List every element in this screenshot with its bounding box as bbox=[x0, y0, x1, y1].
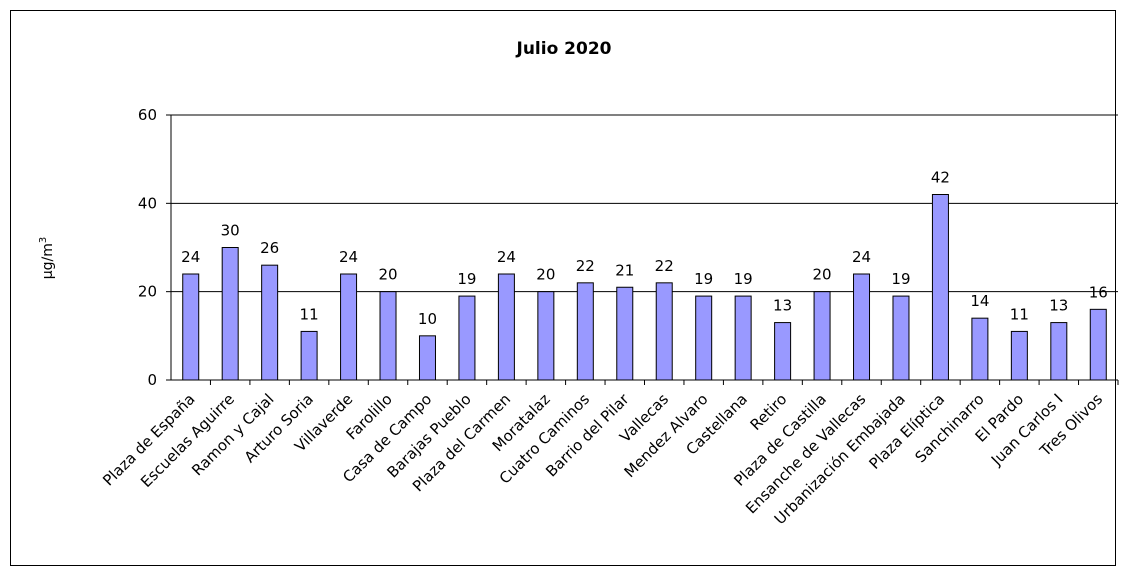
data-label: 22 bbox=[655, 257, 674, 275]
data-label: 20 bbox=[813, 266, 832, 284]
bar bbox=[498, 274, 514, 380]
y-tick-label: 40 bbox=[138, 194, 157, 212]
y-tick-label: 60 bbox=[138, 106, 157, 124]
y-axis-label-superscript: 3 bbox=[38, 237, 49, 243]
y-tick-label: 20 bbox=[138, 283, 157, 301]
data-label: 14 bbox=[970, 292, 989, 310]
data-label: 20 bbox=[536, 266, 555, 284]
bar bbox=[183, 274, 199, 380]
bar bbox=[1090, 309, 1106, 380]
bar bbox=[380, 292, 396, 380]
data-label: 19 bbox=[891, 270, 910, 288]
data-label: 30 bbox=[221, 222, 240, 240]
bar bbox=[854, 274, 870, 380]
bar bbox=[775, 323, 791, 380]
data-labels: 24 26 11 24 20 10 19 24 20 22 21 22 19 19 13 20 24 19 42 14… bbox=[181, 169, 1108, 328]
data-label: 24 bbox=[852, 248, 871, 266]
data-label: 24 bbox=[181, 248, 200, 266]
bar bbox=[459, 296, 475, 380]
data-label: 42 bbox=[931, 169, 950, 187]
data-label: 19 bbox=[457, 270, 476, 288]
data-label: 10 bbox=[418, 310, 437, 328]
bar bbox=[893, 296, 909, 380]
bar bbox=[301, 331, 317, 380]
bars bbox=[183, 195, 1107, 381]
bar bbox=[222, 248, 238, 381]
data-label: 22 bbox=[576, 257, 595, 275]
data-label: 20 bbox=[378, 266, 397, 284]
bar bbox=[814, 292, 830, 380]
data-label: 13 bbox=[1049, 297, 1068, 315]
y-tick-label: 0 bbox=[147, 371, 157, 389]
bar bbox=[419, 336, 435, 380]
bar bbox=[577, 283, 593, 380]
data-label: 24 bbox=[497, 248, 516, 266]
bar bbox=[262, 265, 278, 380]
bar bbox=[1051, 323, 1067, 380]
chart-title: Julio 2020 bbox=[516, 39, 612, 59]
data-label: 16 bbox=[1089, 283, 1108, 301]
bar bbox=[341, 274, 357, 380]
bar bbox=[1011, 331, 1027, 380]
gridlines bbox=[171, 115, 1118, 292]
data-label: 11 bbox=[300, 305, 319, 323]
bar bbox=[656, 283, 672, 380]
bar bbox=[617, 287, 633, 380]
y-axis-label-unit: µg/m bbox=[40, 243, 56, 279]
bar bbox=[538, 292, 554, 380]
y-axis-label: µg/m3 bbox=[38, 237, 56, 280]
bar bbox=[932, 195, 948, 381]
y-tick-labels: 0 20 40 60 bbox=[138, 106, 157, 389]
data-label: 11 bbox=[1010, 305, 1029, 323]
data-label: 26 bbox=[260, 239, 279, 257]
data-label: 19 bbox=[694, 270, 713, 288]
bar bbox=[735, 296, 751, 380]
data-label: 13 bbox=[773, 297, 792, 315]
bar bbox=[972, 318, 988, 380]
data-label: 24 bbox=[339, 248, 358, 266]
data-label: 19 bbox=[734, 270, 753, 288]
bar bbox=[696, 296, 712, 380]
data-label: 21 bbox=[615, 261, 634, 279]
